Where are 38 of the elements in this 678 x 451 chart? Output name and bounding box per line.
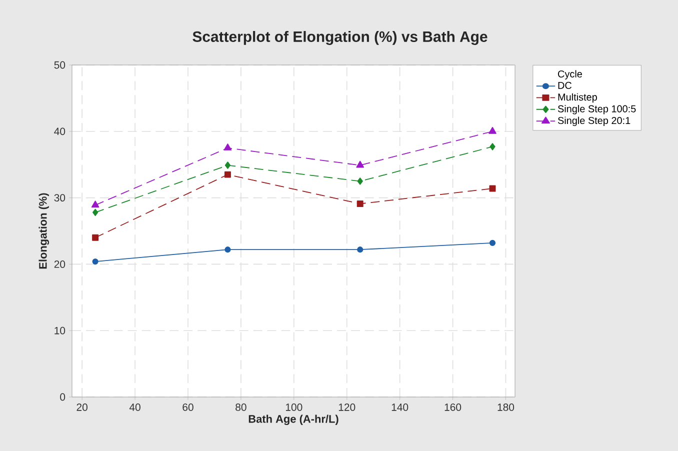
x-axis-title: Bath Age (A-hr/L) [248, 414, 338, 426]
point [356, 200, 364, 208]
point [224, 246, 231, 253]
x-tick-label: 120 [338, 404, 356, 411]
point [92, 208, 98, 216]
point [224, 171, 231, 178]
y-tick-label: 10 [54, 326, 66, 334]
y-tick-label: 20 [54, 260, 66, 268]
x-tick-label: 140 [392, 404, 408, 411]
point [357, 178, 363, 185]
point [92, 234, 99, 241]
point [489, 240, 496, 246]
point [357, 246, 364, 253]
legend-label: Multistep [558, 93, 597, 103]
legend-label: Single Step 20:1 [558, 116, 630, 126]
y-axis-title: Elongation (%) [38, 193, 50, 269]
point [488, 126, 496, 134]
y-tick-label: 30 [54, 194, 66, 202]
point [224, 162, 231, 169]
x-tick-label: 100 [286, 404, 302, 411]
x-tick-label: 20 [76, 404, 88, 411]
point [91, 200, 100, 208]
x-tick-label: 160 [444, 404, 462, 411]
legend-label: Single Step 100:5 [558, 105, 636, 114]
point [92, 258, 98, 265]
chart-title: Scatterplot of Elongation (%) vs Bath Age [192, 31, 488, 45]
x-tick-label: 40 [129, 404, 140, 411]
legend-label: DC [558, 82, 572, 89]
x-tick-label: 80 [236, 404, 246, 411]
x-tick-label: 180 [498, 404, 514, 411]
y-tick-label: 40 [54, 128, 66, 136]
x-tick-label: 60 [182, 404, 194, 411]
point [490, 143, 496, 150]
y-tick-label: 0 [60, 393, 66, 401]
point [356, 160, 364, 168]
point [224, 144, 232, 150]
legend-title: Cycle [558, 70, 582, 80]
y-tick-label: 50 [54, 61, 66, 69]
